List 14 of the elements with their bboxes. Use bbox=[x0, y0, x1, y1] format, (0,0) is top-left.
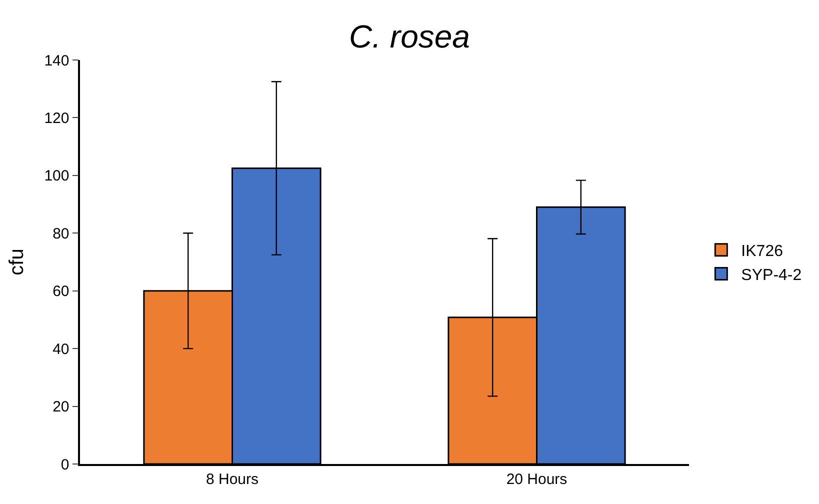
y-tick-label: 60 bbox=[52, 283, 70, 300]
legend-label: SYP-4-2 bbox=[741, 266, 802, 284]
x-tick-label: 8 Hours bbox=[206, 470, 259, 488]
y-tick-label: 40 bbox=[52, 340, 70, 358]
y-tick-label: 80 bbox=[52, 225, 70, 242]
y-axis-title: cfu bbox=[6, 248, 28, 276]
legend-label: IK726 bbox=[741, 243, 784, 260]
y-tick-label: 140 bbox=[44, 52, 70, 70]
y-tick-label: 100 bbox=[44, 168, 70, 185]
y-tick-label: 20 bbox=[52, 398, 70, 416]
x-tick-label: 20 Hours bbox=[506, 470, 568, 488]
y-tick-label: 0 bbox=[60, 456, 70, 474]
y-tick-label: 120 bbox=[44, 110, 70, 127]
chart-title: C. rosea bbox=[349, 18, 470, 55]
